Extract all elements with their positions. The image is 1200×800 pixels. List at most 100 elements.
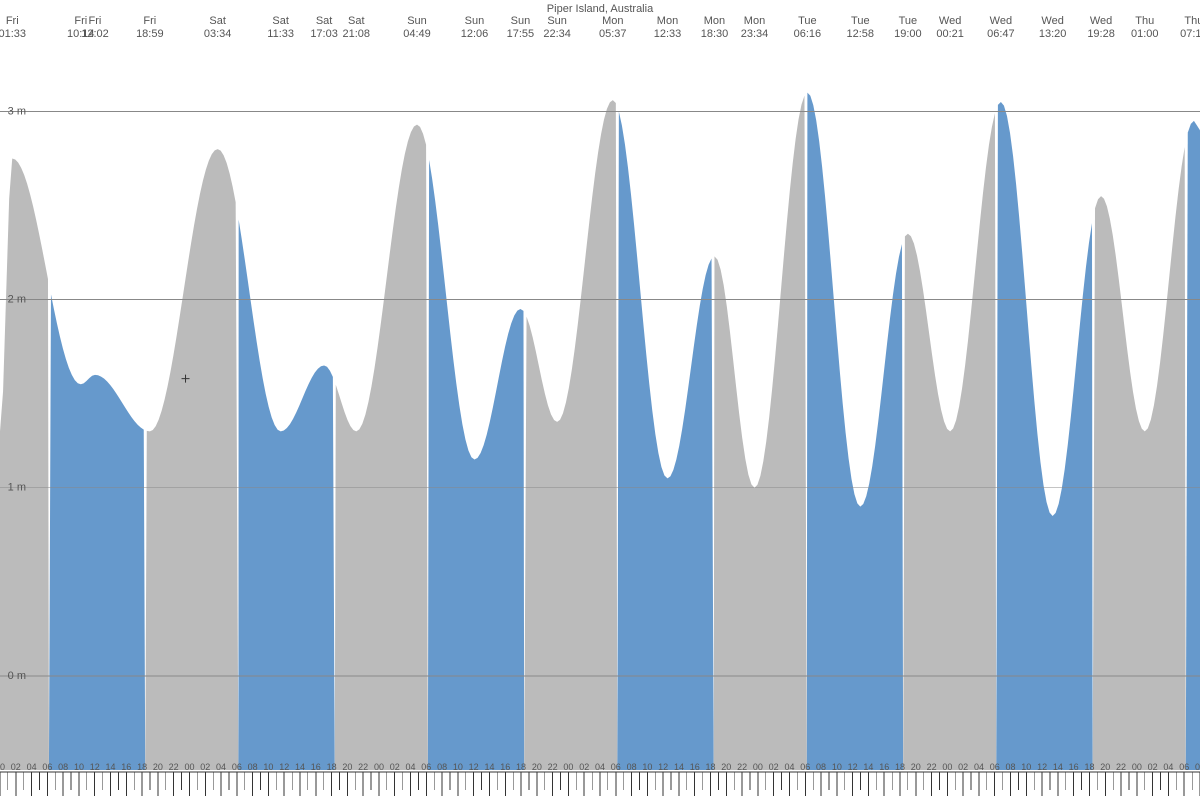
event-time: 18:59 (136, 28, 164, 40)
event-day: Sun (511, 15, 531, 27)
hour-label: 12 (90, 762, 100, 772)
hour-label: 10 (1021, 762, 1031, 772)
hour-label: 06 (232, 762, 242, 772)
event-day: Mon (744, 15, 765, 27)
y-axis-label: 1 m (8, 482, 26, 494)
hour-label: 04 (974, 762, 984, 772)
event-time: 18:30 (701, 28, 729, 40)
hour-label: 04 (595, 762, 605, 772)
event-time: 21:08 (343, 28, 371, 40)
hour-label: 16 (690, 762, 700, 772)
event-day: Tue (798, 15, 817, 27)
hour-label: 10 (642, 762, 652, 772)
hour-label: 00 (942, 762, 952, 772)
hour-label: 12 (469, 762, 479, 772)
event-day: Fri (6, 15, 19, 27)
hour-label: 18 (1084, 762, 1094, 772)
hour-label: 14 (106, 762, 116, 772)
event-day: Sun (407, 15, 427, 27)
hour-label: 04 (216, 762, 226, 772)
event-day: Wed (939, 15, 961, 27)
hour-label: 16 (121, 762, 131, 772)
event-time: 07:14 (1180, 28, 1200, 40)
event-time: 19:00 (894, 28, 922, 40)
hour-label: 00 (0, 762, 5, 772)
hour-label: 18 (516, 762, 526, 772)
event-time: 17:55 (507, 28, 535, 40)
event-time: 04:49 (403, 28, 431, 40)
hour-label: 08 (248, 762, 258, 772)
hour-label: 18 (327, 762, 337, 772)
y-axis-label: 3 m (8, 105, 26, 117)
hour-label: 00 (753, 762, 763, 772)
event-day: Sat (348, 15, 365, 27)
hour-label: 02 (958, 762, 968, 772)
hour-label: 22 (548, 762, 558, 772)
hour-label: 08 (816, 762, 826, 772)
event-time: 06:16 (794, 28, 822, 40)
hour-label: 10 (832, 762, 842, 772)
hour-label: 22 (737, 762, 747, 772)
event-day: Thu (1184, 15, 1200, 27)
hour-label: 12 (848, 762, 858, 772)
event-time: 01:33 (0, 28, 26, 40)
hour-label: 04 (27, 762, 37, 772)
event-day: Wed (1090, 15, 1112, 27)
y-axis-label: 0 m (8, 670, 26, 682)
hour-label: 20 (342, 762, 352, 772)
event-day: Wed (990, 15, 1012, 27)
hour-label: 08 (1195, 762, 1200, 772)
event-day: Sat (316, 15, 333, 27)
hour-label: 20 (153, 762, 163, 772)
event-time: 11:33 (267, 28, 294, 40)
hour-label: 08 (627, 762, 637, 772)
y-axis-label: 2 m (8, 294, 26, 306)
hour-label: 06 (42, 762, 52, 772)
hour-label: 04 (784, 762, 794, 772)
event-time: 22:34 (543, 28, 571, 40)
event-day: Wed (1041, 15, 1063, 27)
event-time: 17:03 (310, 28, 338, 40)
hour-label: 16 (1069, 762, 1079, 772)
hour-label: 02 (11, 762, 21, 772)
hour-label: 06 (1179, 762, 1189, 772)
hour-label: 20 (532, 762, 542, 772)
hour-label: 10 (263, 762, 273, 772)
hour-label: 14 (674, 762, 684, 772)
hour-label: 12 (1037, 762, 1047, 772)
hour-label: 16 (500, 762, 510, 772)
event-day: Fri (89, 15, 102, 27)
hour-label: 14 (1053, 762, 1063, 772)
event-day: Mon (704, 15, 725, 27)
hour-label: 16 (311, 762, 321, 772)
hour-label: 06 (421, 762, 431, 772)
event-time: 01:00 (1131, 28, 1159, 40)
event-time: 06:47 (987, 28, 1015, 40)
hour-label: 14 (484, 762, 494, 772)
hour-label: 02 (769, 762, 779, 772)
hour-label: 22 (358, 762, 368, 772)
event-day: Tue (899, 15, 918, 27)
event-day: Mon (602, 15, 623, 27)
hour-label: 20 (1100, 762, 1110, 772)
event-time: 00:21 (936, 28, 964, 40)
hour-label: 18 (706, 762, 716, 772)
hour-label: 02 (1148, 762, 1158, 772)
tide-band-day (1186, 121, 1200, 770)
hour-label: 00 (563, 762, 573, 772)
hour-label: 12 (279, 762, 289, 772)
hour-label: 02 (390, 762, 400, 772)
hour-label: 02 (579, 762, 589, 772)
hour-label: 02 (200, 762, 210, 772)
hour-label: 16 (879, 762, 889, 772)
hour-label: 22 (1116, 762, 1126, 772)
event-day: Sat (272, 15, 289, 27)
event-time: 12:02 (81, 28, 109, 40)
hour-label: 22 (927, 762, 937, 772)
event-time: 12:58 (847, 28, 875, 40)
event-time: 12:33 (654, 28, 682, 40)
event-day: Thu (1135, 15, 1154, 27)
hour-label: 08 (58, 762, 68, 772)
hour-label: 00 (1132, 762, 1142, 772)
hour-label: 04 (406, 762, 416, 772)
